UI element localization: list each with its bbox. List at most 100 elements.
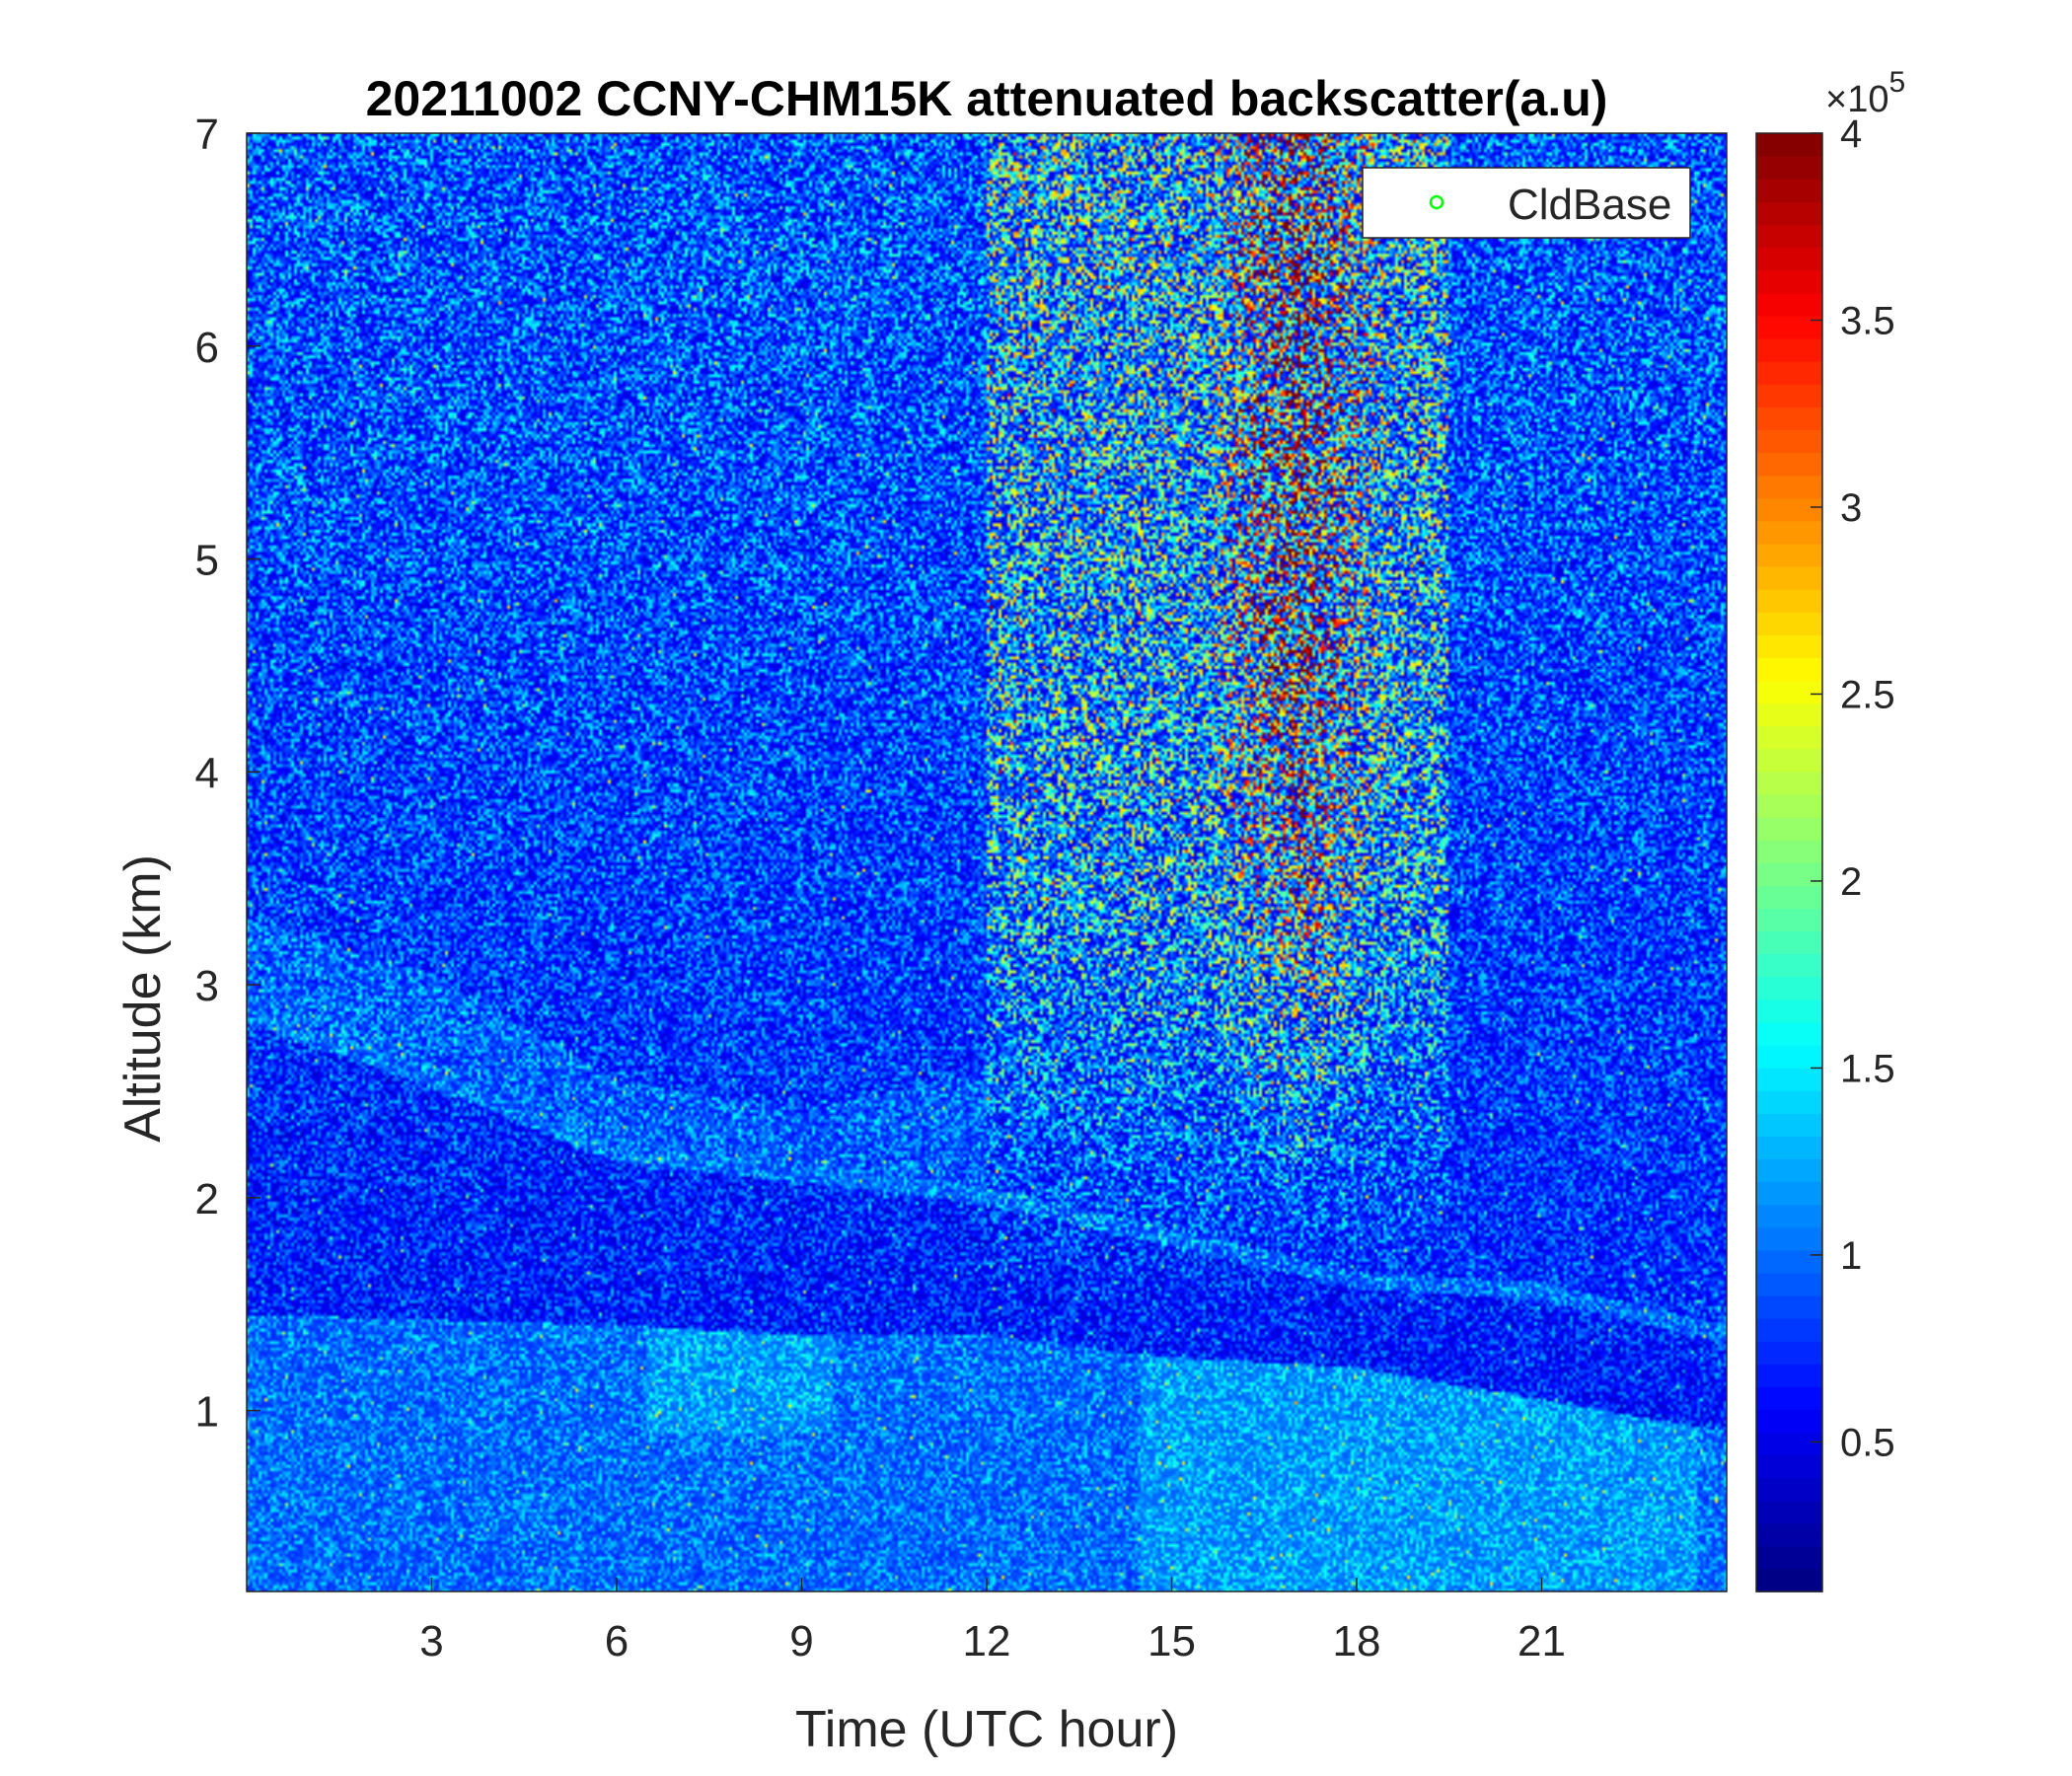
colorbar-band	[1756, 429, 1822, 454]
colorbar-band	[1756, 1545, 1822, 1570]
colorbar-band	[1756, 1409, 1822, 1434]
backscatter-heatmap	[247, 133, 1727, 1591]
colorbar-band	[1756, 1113, 1822, 1137]
colorbar-gradient	[1756, 133, 1822, 1592]
colorbar-band	[1756, 1021, 1822, 1046]
colorbar-band	[1756, 1249, 1822, 1274]
colorbar-band	[1756, 201, 1822, 226]
colorbar-band	[1756, 588, 1822, 613]
chart-title: 20211002 CCNY-CHM15K attenuated backscat…	[366, 71, 1608, 126]
x-axis: 3 6 9 12 15 18 21	[419, 1578, 1566, 1665]
colorbar-band	[1756, 999, 1822, 1023]
x-tick-label: 9	[789, 1617, 813, 1665]
colorbar-band	[1756, 269, 1822, 294]
colorbar-band	[1756, 179, 1822, 203]
colorbar-band	[1756, 543, 1822, 567]
colorbar-band	[1756, 885, 1822, 909]
colorbar-band	[1756, 1044, 1822, 1069]
y-tick-label: 1	[195, 1388, 219, 1437]
colorbar-band	[1756, 1317, 1822, 1342]
colorbar-band	[1756, 748, 1822, 773]
x-tick-label: 12	[963, 1617, 1011, 1665]
colorbar-band	[1756, 839, 1822, 863]
colorbar-band	[1756, 1364, 1822, 1387]
colorbar-band	[1756, 611, 1822, 635]
legend-label-cldbase: CldBase	[1508, 181, 1671, 229]
colorbar-band	[1756, 1500, 1822, 1524]
colorbar-band	[1756, 1477, 1822, 1502]
colorbar-band	[1756, 816, 1822, 841]
colorbar-band	[1756, 565, 1822, 590]
colorbar-band	[1756, 1432, 1822, 1456]
x-tick-label: 3	[419, 1617, 443, 1665]
colorbar-band	[1756, 1386, 1822, 1411]
colorbar-band	[1756, 1204, 1822, 1228]
colorbar-band	[1756, 953, 1822, 978]
colorbar-band	[1756, 703, 1822, 727]
colorbar-band	[1756, 133, 1822, 157]
colorbar-tick-label: 1.5	[1840, 1047, 1895, 1090]
colorbar-band	[1756, 337, 1822, 362]
colorbar-band	[1756, 657, 1822, 682]
colorbar-band	[1756, 1568, 1822, 1592]
colorbar-band	[1756, 680, 1822, 704]
colorbar-band	[1756, 156, 1822, 180]
colorbar-band	[1756, 520, 1822, 545]
colorbar-band	[1756, 725, 1822, 750]
colorbar-tick-label: 3	[1840, 486, 1862, 530]
colorbar-ticks: 0.5 1 1.5 2 2.5 3 3.5 4	[1811, 112, 1895, 1464]
colorbar-band	[1756, 908, 1822, 932]
y-tick-label: 7	[195, 111, 219, 159]
colorbar-band	[1756, 315, 1822, 339]
colorbar-band	[1756, 292, 1822, 317]
colorbar-band	[1756, 862, 1822, 886]
colorbar-band	[1756, 247, 1822, 271]
colorbar-band	[1756, 793, 1822, 818]
y-tick-label: 2	[195, 1175, 219, 1223]
colorbar: 0.5 1 1.5 2 2.5 3 3.5 4 ×105	[1755, 66, 1905, 1592]
y-tick-label: 6	[195, 324, 219, 372]
colorbar-frame	[1755, 132, 1823, 1592]
colorbar-band	[1756, 224, 1822, 249]
colorbar-tick-label: 2.5	[1840, 673, 1895, 716]
colorbar-band	[1756, 1272, 1822, 1296]
colorbar-band	[1756, 1340, 1822, 1365]
colorbar-band	[1756, 1089, 1822, 1114]
colorbar-band	[1756, 1522, 1822, 1547]
colorbar-band	[1756, 384, 1822, 407]
colorbar-band	[1756, 1181, 1822, 1206]
legend: CldBase	[1362, 167, 1691, 239]
colorbar-band	[1756, 407, 1822, 431]
colorbar-band	[1756, 360, 1822, 385]
colorbar-multiplier: ×105	[1825, 66, 1905, 120]
y-tick-label: 3	[195, 962, 219, 1010]
colorbar-band	[1756, 771, 1822, 795]
x-axis-label: Time (UTC hour)	[795, 1701, 1178, 1758]
colorbar-band	[1756, 1295, 1822, 1319]
x-tick-label: 15	[1147, 1617, 1196, 1665]
colorbar-band	[1756, 1454, 1822, 1479]
y-tick-label: 5	[195, 537, 219, 585]
colorbar-multiplier-exponent: 5	[1888, 66, 1905, 99]
colorbar-band	[1756, 1158, 1822, 1183]
colorbar-band	[1756, 1136, 1822, 1160]
y-axis: 1 2 3 4 5 6 7	[195, 111, 260, 1437]
colorbar-band	[1756, 497, 1822, 522]
y-tick-label: 4	[195, 749, 219, 797]
colorbar-band	[1756, 452, 1822, 477]
legend-box	[1362, 167, 1691, 239]
legend-marker-cldbase	[1429, 194, 1444, 210]
colorbar-tick-label: 2	[1840, 860, 1862, 904]
colorbar-tick-label: 1	[1840, 1234, 1862, 1278]
colorbar-band	[1756, 634, 1822, 658]
colorbar-tick-label: 4	[1840, 112, 1862, 156]
x-tick-label: 18	[1333, 1617, 1381, 1665]
colorbar-band	[1756, 1226, 1822, 1251]
x-tick-label: 6	[605, 1617, 629, 1665]
colorbar-band	[1756, 976, 1822, 1000]
colorbar-band	[1756, 1067, 1822, 1091]
colorbar-band	[1756, 930, 1822, 955]
